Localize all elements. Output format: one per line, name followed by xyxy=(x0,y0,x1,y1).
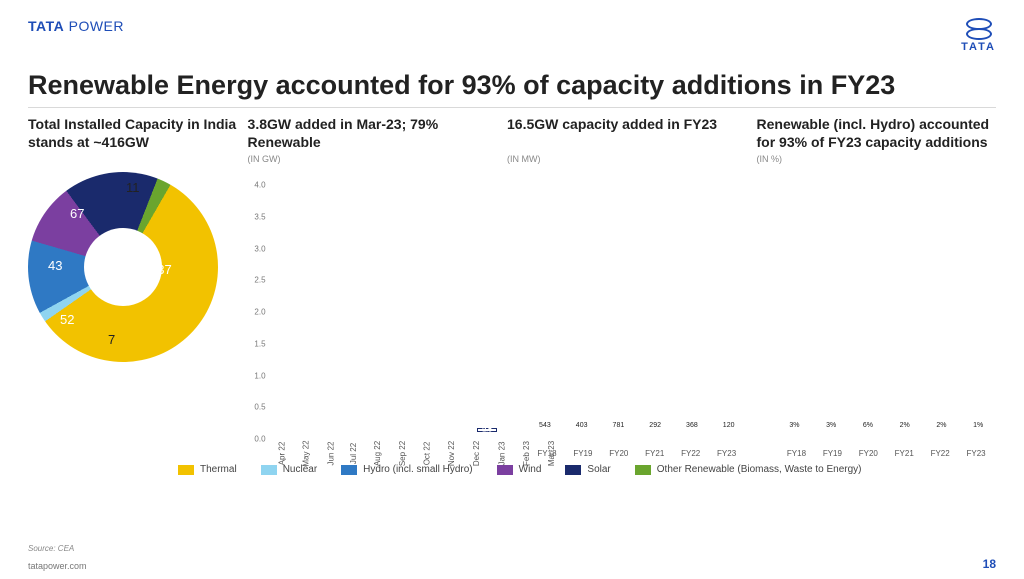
x-label: FY18 xyxy=(779,449,815,458)
legend-swatch xyxy=(178,465,194,475)
x-label: FY23 xyxy=(709,449,745,458)
panel-monthly: 3.8GW added in Mar-23; 79% Renewable (IN… xyxy=(248,116,497,456)
monthly-title: 3.8GW added in Mar-23; 79% Renewable xyxy=(248,116,497,152)
segment-label: 543 xyxy=(529,422,561,429)
monthly-chart: 4.03.53.02.52.01.51.00.50.00.80.62.4Apr … xyxy=(248,168,497,456)
legend-label: Solar xyxy=(587,464,610,475)
brand-left-bold: TATA xyxy=(28,18,64,34)
x-label: FY19 xyxy=(565,449,601,458)
legend-swatch xyxy=(565,465,581,475)
brand-right: TATA xyxy=(961,18,996,53)
segment-label: 781 xyxy=(603,422,635,429)
panel-annual-pct: Renewable (incl. Hydro) accounted for 93… xyxy=(757,116,996,456)
donut-label-other: 11 xyxy=(126,180,140,195)
segment-label: 2.4 xyxy=(479,427,495,434)
x-label: Sep 22 xyxy=(398,441,407,466)
brand-left: TATA POWER xyxy=(28,18,124,34)
legend-item-other: Other Renewable (Biomass, Waste to Energ… xyxy=(635,464,862,475)
segment-label: 3% xyxy=(779,422,811,429)
segment-label: 403 xyxy=(566,422,598,429)
x-label: FY23 xyxy=(958,449,994,458)
annual-mw-title: 16.5GW capacity added in FY23 xyxy=(507,116,746,152)
y-tick: 2.5 xyxy=(254,276,265,285)
x-label: Dec 22 xyxy=(473,441,482,466)
segment-label: 368 xyxy=(676,422,708,429)
x-label: FY20 xyxy=(601,449,637,458)
x-label: Jul 22 xyxy=(350,443,359,464)
legend-swatch xyxy=(341,465,357,475)
title-rule xyxy=(28,107,996,108)
page-title: Renewable Energy accounted for 93% of ca… xyxy=(28,70,996,101)
y-tick: 0.5 xyxy=(254,403,265,412)
donut-label-solar: 67 xyxy=(70,206,84,221)
legend-label: Nuclear xyxy=(283,464,317,475)
brand-right-text: TATA xyxy=(961,41,996,53)
segment-label: 1% xyxy=(962,422,994,429)
annual-mw-unit: (IN MW) xyxy=(507,154,746,164)
annual-pct-chart: 27%5%10%55%3%28%2%13%54%3%31%3%15%46%6%3… xyxy=(757,168,996,456)
legend-label: Thermal xyxy=(200,464,237,475)
legend-item-wind: Wind xyxy=(497,464,542,475)
annual-mw-chart: 4,5779211,7669,3635433,3721,5802,0686,52… xyxy=(507,168,746,456)
x-label: FY18 xyxy=(529,449,565,458)
x-label: Jun 22 xyxy=(327,441,336,465)
legend-swatch xyxy=(635,465,651,475)
y-tick: 3.0 xyxy=(254,244,265,253)
annual-pct-unit: (IN %) xyxy=(757,154,996,164)
brand-left-light: POWER xyxy=(64,18,124,34)
legend-item-solar: Solar xyxy=(565,464,610,475)
page-number: 18 xyxy=(983,557,996,571)
legend-item-thermal: Thermal xyxy=(178,464,237,475)
donut-title: Total Installed Capacity in India stands… xyxy=(28,116,238,152)
y-tick: 1.0 xyxy=(254,371,265,380)
x-label: Nov 22 xyxy=(447,441,456,466)
y-tick: 2.0 xyxy=(254,308,265,317)
segment-label: 2% xyxy=(889,422,921,429)
y-tick: 1.5 xyxy=(254,339,265,348)
segment-label: 6% xyxy=(852,422,884,429)
x-label: May 22 xyxy=(302,440,311,466)
donut-chart: 237 7 52 43 67 11 xyxy=(28,152,238,456)
source-text: Source: CEA xyxy=(28,544,74,553)
donut-label-nuclear: 7 xyxy=(108,332,115,347)
segment-label: 3% xyxy=(815,422,847,429)
x-label: FY20 xyxy=(850,449,886,458)
legend-swatch xyxy=(261,465,277,475)
x-label: Jan 23 xyxy=(497,441,506,465)
donut-label-wind: 43 xyxy=(48,258,62,273)
x-label: Aug 22 xyxy=(373,441,382,466)
x-label: FY22 xyxy=(673,449,709,458)
segment-label: 120 xyxy=(713,422,745,429)
x-label: FY19 xyxy=(814,449,850,458)
y-tick: 3.5 xyxy=(254,212,265,221)
tata-logo-icon xyxy=(964,18,994,40)
segment-label: 2% xyxy=(926,422,958,429)
y-tick: 0.0 xyxy=(254,435,265,444)
x-label: FY21 xyxy=(637,449,673,458)
x-label: Oct 22 xyxy=(423,442,432,466)
monthly-unit: (IN GW) xyxy=(248,154,497,164)
y-tick: 4.0 xyxy=(254,181,265,190)
footer-url: tatapower.com xyxy=(28,561,87,571)
x-label: Apr 22 xyxy=(277,442,286,466)
panel-annual-mw: 16.5GW capacity added in FY23 (IN MW) 4,… xyxy=(507,116,746,456)
x-label: FY21 xyxy=(886,449,922,458)
donut-label-thermal: 237 xyxy=(150,262,172,277)
x-label: FY22 xyxy=(922,449,958,458)
legend-label: Other Renewable (Biomass, Waste to Energ… xyxy=(657,464,862,475)
donut-label-hydro: 52 xyxy=(60,312,74,327)
annual-pct-title: Renewable (incl. Hydro) accounted for 93… xyxy=(757,116,996,152)
segment-label: 292 xyxy=(639,422,671,429)
legend-swatch xyxy=(497,465,513,475)
panel-donut: Total Installed Capacity in India stands… xyxy=(28,116,238,456)
